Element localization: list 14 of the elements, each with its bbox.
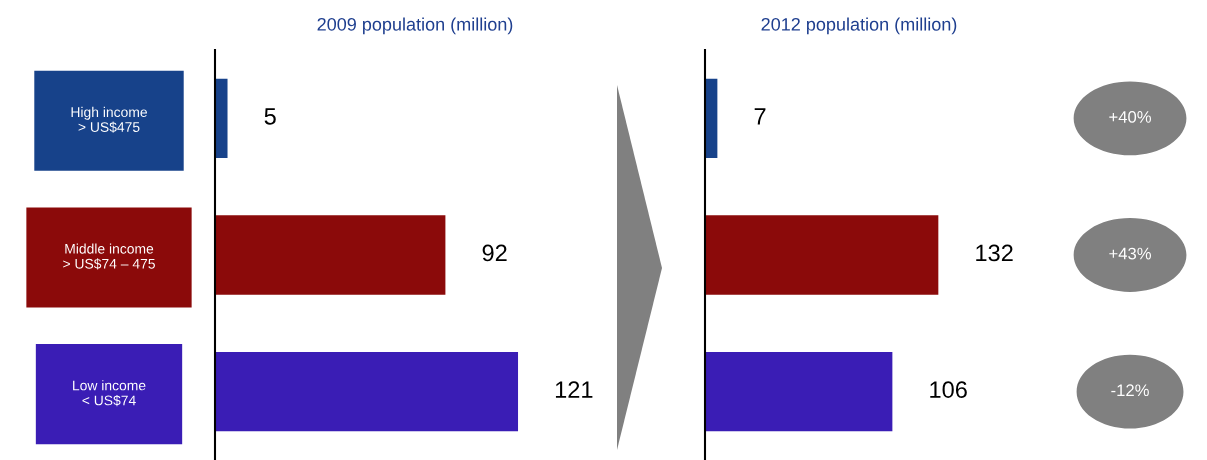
data-label: 92 bbox=[482, 244, 507, 262]
data-label: 7 bbox=[754, 108, 766, 125]
data-label: 132 bbox=[976, 244, 1013, 262]
chart-title: 2012 population (million) bbox=[761, 17, 957, 35]
y-tick-label: Middle income > US$74 – 475 bbox=[63, 243, 155, 270]
data-label: 5 bbox=[264, 108, 276, 125]
data-label: 106 bbox=[930, 381, 967, 398]
chart-title: 2009 population (million) bbox=[317, 17, 513, 35]
text: -12% bbox=[1111, 384, 1149, 397]
text: +43% bbox=[1109, 247, 1151, 260]
y-tick-label: Low income < US$74 bbox=[73, 380, 146, 407]
y-tick-label: High income > US$475 bbox=[71, 106, 147, 133]
data-label: 121 bbox=[555, 381, 593, 398]
text: +40% bbox=[1109, 111, 1151, 123]
